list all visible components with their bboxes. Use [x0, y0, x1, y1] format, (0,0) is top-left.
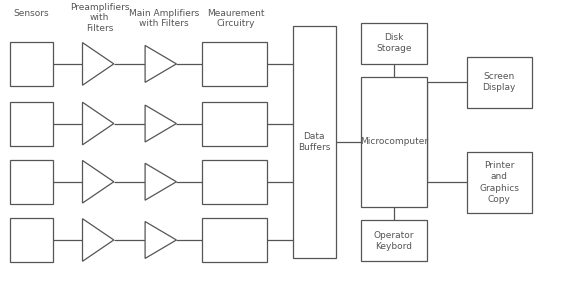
Polygon shape: [145, 222, 176, 258]
Polygon shape: [83, 219, 114, 261]
Bar: [10, 160, 53, 204]
Text: Preamplifiers
with
Filters: Preamplifiers with Filters: [70, 3, 129, 33]
Bar: [361, 77, 427, 207]
Text: Sensors: Sensors: [14, 9, 49, 18]
Bar: [10, 218, 53, 262]
Text: Operator
Keybord: Operator Keybord: [374, 231, 414, 251]
Text: Data
Buffers: Data Buffers: [298, 132, 331, 152]
Polygon shape: [145, 163, 176, 200]
Bar: [361, 23, 427, 64]
Bar: [467, 152, 532, 213]
Bar: [202, 102, 267, 145]
Bar: [202, 218, 267, 262]
Polygon shape: [145, 45, 176, 82]
Bar: [202, 42, 267, 86]
Bar: [202, 160, 267, 204]
Bar: [361, 220, 427, 261]
Bar: [10, 102, 53, 145]
Text: Printer
and
Graphics
Copy: Printer and Graphics Copy: [479, 161, 519, 204]
Polygon shape: [145, 105, 176, 142]
Text: Screen
Display: Screen Display: [483, 72, 516, 92]
Text: Disk
Storage: Disk Storage: [376, 33, 412, 53]
Text: Meaurement
Circuitry: Meaurement Circuitry: [207, 9, 265, 28]
Bar: [293, 26, 336, 258]
Polygon shape: [83, 43, 114, 85]
Bar: [10, 42, 53, 86]
Text: Microcomputer: Microcomputer: [360, 137, 428, 147]
Polygon shape: [83, 102, 114, 145]
Text: Main Amplifiers
with Filters: Main Amplifiers with Filters: [129, 9, 199, 28]
Bar: [467, 57, 532, 108]
Polygon shape: [83, 160, 114, 203]
